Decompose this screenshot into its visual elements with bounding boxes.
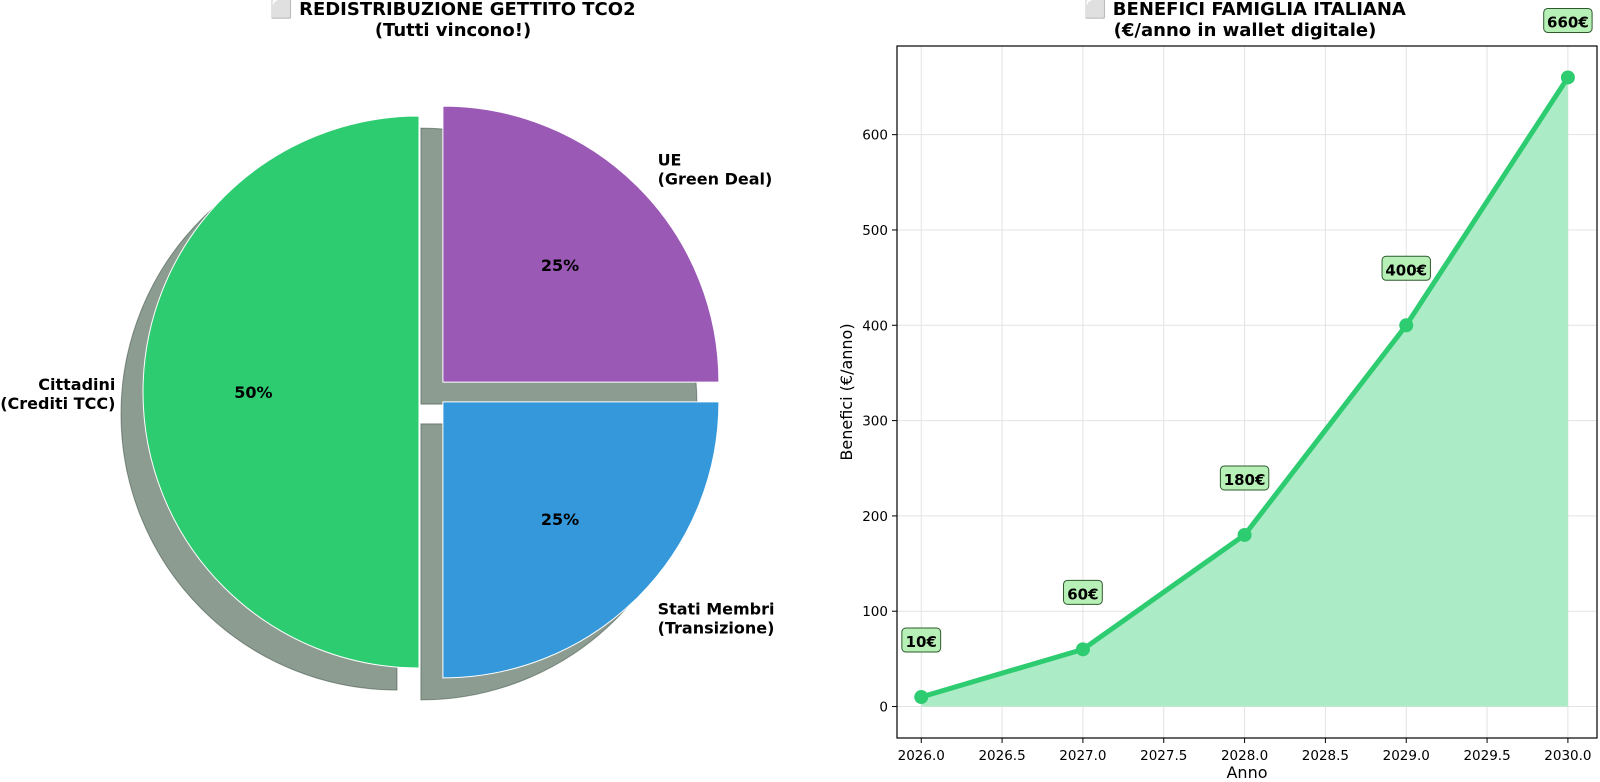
y-axis-label: Benefici (€/anno) [837,323,856,460]
pie-slice-sublabel: (Crediti TCC) [0,394,115,413]
pie-chart: 25% UE(Green Deal) 25% Stati Membri(Transiz… [0,0,775,701]
x-tick-label: 2030.0 [1544,748,1591,764]
x-axis-label: Anno [1226,763,1267,782]
x-tick-label: 2028.0 [1221,748,1268,764]
x-tick-label: 2029.0 [1383,748,1430,764]
pie-percent-label: 50% [234,383,272,402]
x-tick-label: 2026.0 [898,748,945,764]
line-grid [897,46,1597,738]
pie-slices-group: 25% UE(Green Deal) 25% Stati Membri(Transiz… [0,105,775,679]
y-tick-label: 200 [862,509,888,525]
y-tick-label: 600 [862,128,888,144]
y-tick-label: 100 [862,604,888,620]
axes-group: 2026.0 2026.5 2027.0 2027.5 2028.0 2028.5 2029… [862,45,1598,764]
y-tick-label: 400 [862,318,888,334]
x-tick-label: 2028.5 [1302,748,1349,764]
area-fill [921,77,1568,707]
point-label: 180€ [1224,471,1266,489]
point-label: 60€ [1067,585,1098,603]
y-tick-label: 300 [862,414,888,430]
line-series-group [914,70,1575,705]
pie-slice-stati-membri [442,401,720,679]
y-tick-label: 500 [862,223,888,239]
x-tick-label: 2029.5 [1463,748,1510,764]
series-line [920,76,1570,700]
pie-percent-label: 25% [541,256,579,275]
pie-slice-cittadini [142,115,420,669]
pie-slice-sublabel: (Green Deal) [658,169,773,188]
pie-percent-label: 25% [541,510,579,529]
data-point [1075,642,1090,657]
data-point [1560,70,1575,85]
line-chart-subtitle: (€/anno in wallet digitale) [1114,20,1377,41]
x-tick-label: 2026.5 [978,748,1025,764]
pie-slice-label: Stati Membri [658,600,775,619]
pie-slice-ue [442,105,720,383]
pie-slice-sublabel: (Transizione) [658,619,775,638]
pie-chart-title: ⬜ REDISTRIBUZIONE GETTITO TCO2 [270,0,635,20]
plot-frame [896,45,1598,739]
x-tick-label: 2027.0 [1059,748,1106,764]
line-chart-title: ⬜ BENEFICI FAMIGLIA ITALIANA [1084,0,1406,20]
point-label: 660€ [1547,13,1589,31]
data-point [1399,318,1414,333]
point-label-box [1381,255,1431,281]
pie-slice-label: Cittadini [38,375,115,394]
point-label-box [1543,7,1593,33]
pie-slice-label: UE [658,150,682,169]
area-fill-group [921,77,1568,707]
point-label: 10€ [906,633,937,651]
point-labels-group: 10€ 60€ 180€ 400€ 660€ [901,7,1593,653]
x-tick-label: 2027.5 [1140,748,1187,764]
point-label-box [901,627,942,653]
data-point [914,690,929,705]
pie-chart-subtitle: (Tutti vincono!) [375,20,531,41]
point-label-box [1219,465,1270,491]
y-tick-label: 0 [879,700,888,716]
data-point [1237,527,1252,542]
point-label-box [1063,579,1103,605]
point-label: 400€ [1385,261,1427,279]
